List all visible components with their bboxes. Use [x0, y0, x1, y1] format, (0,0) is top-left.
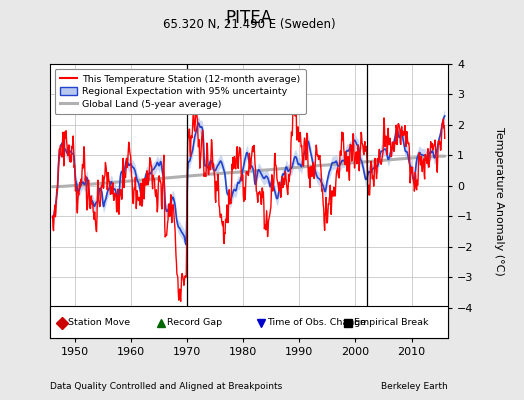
Text: PITEA: PITEA: [225, 9, 272, 27]
Text: Station Move: Station Move: [68, 318, 130, 327]
Text: Berkeley Earth: Berkeley Earth: [381, 382, 448, 391]
Text: Empirical Break: Empirical Break: [354, 318, 429, 327]
Y-axis label: Temperature Anomaly (°C): Temperature Anomaly (°C): [494, 127, 505, 275]
Text: Data Quality Controlled and Aligned at Breakpoints: Data Quality Controlled and Aligned at B…: [50, 382, 282, 391]
Text: Record Gap: Record Gap: [167, 318, 222, 327]
Bar: [50, 306, 448, 338]
Legend: This Temperature Station (12-month average), Regional Expectation with 95% uncer: This Temperature Station (12-month avera…: [54, 69, 306, 114]
Text: Time of Obs. Change: Time of Obs. Change: [267, 318, 366, 327]
Text: 65.320 N, 21.490 E (Sweden): 65.320 N, 21.490 E (Sweden): [162, 18, 335, 31]
